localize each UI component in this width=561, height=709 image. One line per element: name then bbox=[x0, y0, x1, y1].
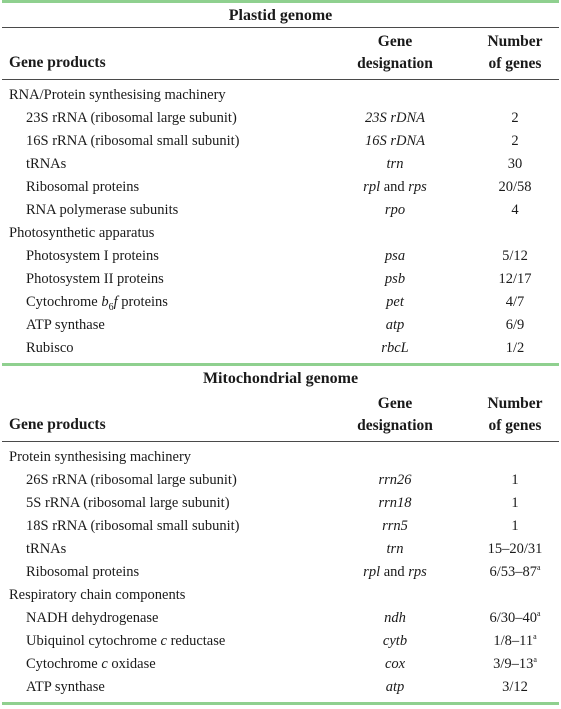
table-row: ATP synthase atp 6/9 bbox=[26, 317, 525, 333]
table-row: ATP synthase atp 3/12 bbox=[26, 679, 528, 695]
group-heading: RNA/Protein synthesising machinery bbox=[9, 87, 226, 103]
header-gene-designation: Gene designation bbox=[357, 33, 433, 72]
table-row: 16S rRNA (ribosomal small subunit) 16S r… bbox=[26, 133, 519, 149]
divider bbox=[2, 27, 559, 28]
header-number-of-genes: Number of genes bbox=[487, 33, 543, 72]
plastid-header-row: Gene products Gene designation Number of… bbox=[0, 28, 561, 79]
group-heading: Photosynthetic apparatus bbox=[9, 225, 155, 241]
table-row: Ubiquinol cytochrome c reductase cytb 1/… bbox=[26, 632, 537, 649]
header-gene-designation: Gene designation bbox=[357, 395, 433, 434]
table-row: 23S rRNA (ribosomal large subunit) 23S r… bbox=[26, 110, 519, 126]
header-number-of-genes: Number of genes bbox=[487, 395, 543, 434]
table-row: 5S rRNA (ribosomal large subunit) rrn18 … bbox=[26, 495, 519, 511]
group-heading: Respiratory chain components bbox=[9, 587, 186, 603]
table-row: Photosystem I proteins psa 5/12 bbox=[26, 248, 528, 264]
table-row: Cytochrome b6f proteins pet 4/7 bbox=[26, 294, 525, 313]
table-row: 18S rRNA (ribosomal small subunit) rrn5 … bbox=[26, 518, 519, 534]
section-rule bbox=[2, 363, 559, 366]
table-row: NADH dehydrogenase ndh 6/30–40a bbox=[26, 609, 541, 626]
table-row: Ribosomal proteins rpl and rps 6/53–87a bbox=[26, 563, 541, 580]
table-row: Ribosomal proteins rpl and rps 20/58 bbox=[26, 179, 532, 195]
top-rule bbox=[2, 0, 559, 3]
table-row: tRNAs trn 30 bbox=[26, 156, 523, 172]
table-row: Rubisco rbcL 1/2 bbox=[26, 340, 525, 356]
header-gene-products: Gene products bbox=[9, 416, 106, 433]
table-row: Photosystem II proteins psb 12/17 bbox=[26, 271, 532, 287]
plastid-section-title: Plastid genome bbox=[228, 7, 333, 24]
table-row: tRNAs trn 15–20/31 bbox=[26, 541, 543, 557]
bottom-rule bbox=[2, 702, 559, 705]
group-heading: Protein synthesising machinery bbox=[9, 449, 192, 465]
header-gene-products: Gene products bbox=[9, 54, 106, 71]
divider bbox=[2, 79, 559, 80]
mitochondrial-header-row: Gene products Gene designation Number of… bbox=[0, 390, 561, 441]
table-row: Cytochrome c oxidase cox 3/9–13a bbox=[26, 655, 537, 672]
divider bbox=[2, 441, 559, 442]
table-row: 26S rRNA (ribosomal large subunit) rrn26… bbox=[26, 472, 519, 488]
mitochondrial-section-title: Mitochondrial genome bbox=[202, 370, 359, 387]
table-row: RNA polymerase subunits rpo 4 bbox=[26, 202, 519, 218]
